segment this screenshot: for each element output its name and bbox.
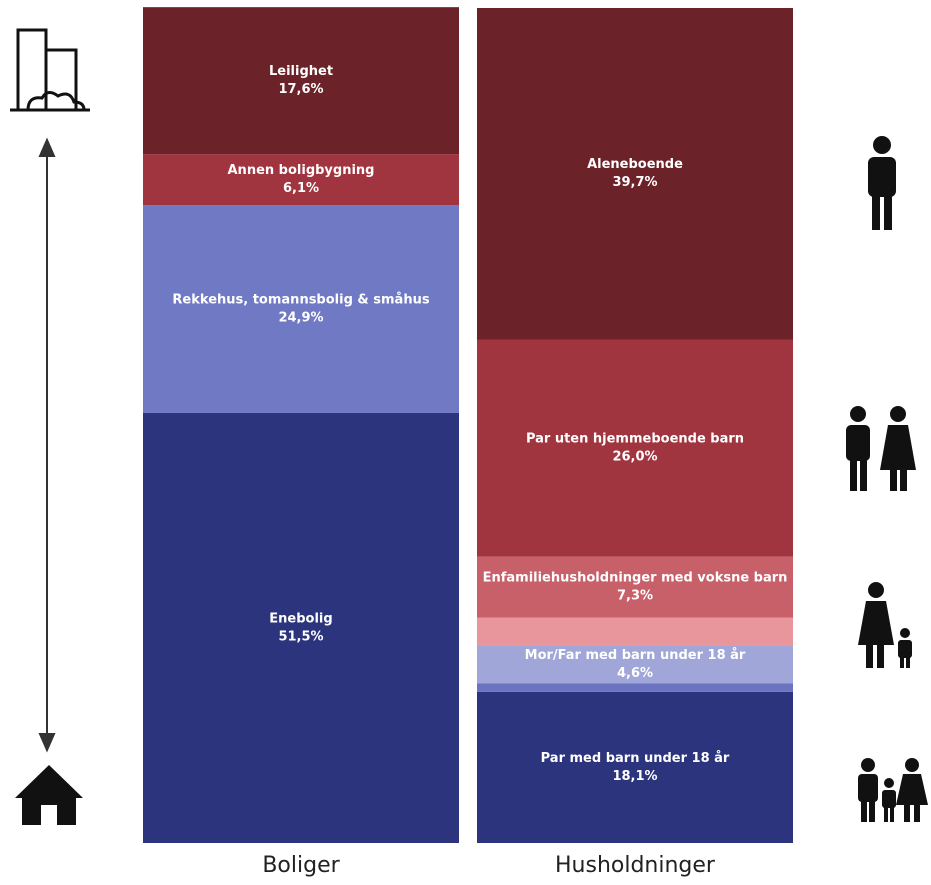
segment-name: Enfamiliehusholdninger med voksne barn bbox=[483, 571, 788, 586]
building-icon bbox=[10, 28, 90, 112]
segment-value: 7,3% bbox=[617, 589, 653, 604]
segment-name: Leilighet bbox=[269, 64, 333, 79]
couple-icon bbox=[846, 406, 916, 491]
segment bbox=[143, 154, 459, 206]
segment-value: 24,9% bbox=[278, 311, 323, 326]
segment-value: 6,1% bbox=[283, 181, 319, 196]
segment-value: 39,7% bbox=[612, 175, 657, 190]
column-label: Boliger bbox=[262, 853, 340, 878]
segment bbox=[477, 691, 793, 843]
segment-value: 17,6% bbox=[278, 82, 323, 97]
segment-name: Mor/Far med barn under 18 år bbox=[525, 648, 746, 663]
segment-name: Par med barn under 18 år bbox=[541, 751, 730, 766]
person-icon bbox=[868, 136, 896, 230]
segment bbox=[143, 7, 459, 155]
segment-value: 18,1% bbox=[612, 769, 657, 784]
segment-name: Aleneboende bbox=[587, 157, 683, 172]
segment-value: 51,5% bbox=[278, 629, 323, 644]
segment bbox=[477, 339, 793, 557]
segment-name: Annen boligbygning bbox=[228, 163, 375, 178]
segment bbox=[143, 412, 459, 843]
segment bbox=[477, 8, 793, 340]
segment-value: 26,0% bbox=[612, 450, 657, 465]
family-icon bbox=[858, 758, 928, 822]
segment-name: Par uten hjemmeboende barn bbox=[526, 432, 744, 447]
arrow bbox=[38, 137, 56, 753]
segment bbox=[477, 556, 793, 618]
parent-child-icon bbox=[858, 582, 912, 668]
segment bbox=[477, 617, 793, 646]
house-icon bbox=[15, 765, 83, 825]
segment bbox=[477, 683, 793, 692]
column-label: Husholdninger bbox=[555, 853, 716, 878]
segment bbox=[477, 645, 793, 684]
segment bbox=[143, 205, 459, 413]
segment-value: 4,6% bbox=[617, 666, 653, 681]
segment-name: Enebolig bbox=[269, 611, 332, 626]
segment-name: Rekkehus, tomannsbolig & småhus bbox=[172, 293, 429, 308]
